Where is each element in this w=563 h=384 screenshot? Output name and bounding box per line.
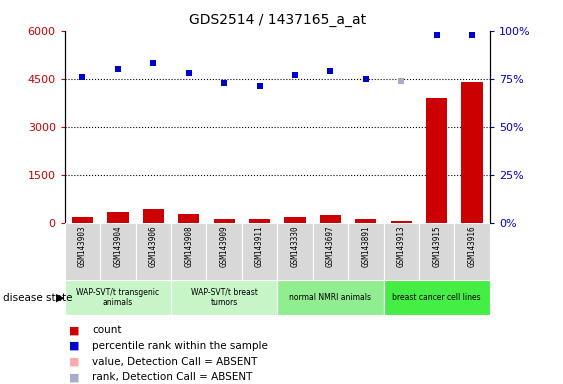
- Bar: [391, 221, 412, 223]
- Bar: [207, 223, 242, 280]
- Bar: [249, 219, 270, 223]
- Text: value, Detection Call = ABSENT: value, Detection Call = ABSENT: [92, 357, 258, 367]
- Text: WAP-SVT/t transgenic
animals: WAP-SVT/t transgenic animals: [77, 288, 159, 307]
- Bar: [348, 223, 383, 280]
- Text: rank, Detection Call = ABSENT: rank, Detection Call = ABSENT: [92, 372, 253, 382]
- Text: percentile rank within the sample: percentile rank within the sample: [92, 341, 268, 351]
- Text: GSM143891: GSM143891: [361, 225, 370, 267]
- Text: disease state: disease state: [3, 293, 72, 303]
- Bar: [213, 218, 235, 223]
- Bar: [419, 223, 454, 280]
- Bar: [107, 212, 128, 223]
- Text: GSM143916: GSM143916: [468, 225, 477, 267]
- Bar: [383, 223, 419, 280]
- Bar: [242, 223, 277, 280]
- Bar: [426, 98, 447, 223]
- Text: normal NMRI animals: normal NMRI animals: [289, 293, 372, 302]
- Bar: [454, 223, 490, 280]
- Text: GSM143697: GSM143697: [326, 225, 335, 267]
- Text: ■: ■: [69, 357, 79, 367]
- Text: ▶: ▶: [56, 293, 65, 303]
- Title: GDS2514 / 1437165_a_at: GDS2514 / 1437165_a_at: [189, 13, 366, 27]
- Bar: [136, 223, 171, 280]
- Text: GSM143903: GSM143903: [78, 225, 87, 267]
- Bar: [171, 223, 207, 280]
- Text: GSM143906: GSM143906: [149, 225, 158, 267]
- Bar: [278, 280, 383, 315]
- Bar: [320, 215, 341, 223]
- Bar: [178, 214, 199, 223]
- Bar: [65, 223, 100, 280]
- Text: ■: ■: [69, 372, 79, 382]
- Bar: [65, 280, 171, 315]
- Text: GSM143911: GSM143911: [255, 225, 264, 267]
- Text: ■: ■: [69, 341, 79, 351]
- Bar: [312, 223, 348, 280]
- Bar: [142, 209, 164, 223]
- Text: GSM143904: GSM143904: [113, 225, 122, 267]
- Bar: [171, 280, 277, 315]
- Bar: [355, 218, 377, 223]
- Text: breast cancer cell lines: breast cancer cell lines: [392, 293, 481, 302]
- Bar: [462, 82, 482, 223]
- Text: GSM143915: GSM143915: [432, 225, 441, 267]
- Bar: [100, 223, 136, 280]
- Text: count: count: [92, 326, 122, 336]
- Text: GSM143909: GSM143909: [220, 225, 229, 267]
- Bar: [284, 217, 306, 223]
- Text: ■: ■: [69, 326, 79, 336]
- Bar: [72, 217, 93, 223]
- Text: GSM143913: GSM143913: [397, 225, 406, 267]
- Text: GSM143330: GSM143330: [291, 225, 300, 267]
- Text: GSM143908: GSM143908: [184, 225, 193, 267]
- Text: WAP-SVT/t breast
tumors: WAP-SVT/t breast tumors: [191, 288, 258, 307]
- Bar: [383, 280, 490, 315]
- Bar: [278, 223, 312, 280]
